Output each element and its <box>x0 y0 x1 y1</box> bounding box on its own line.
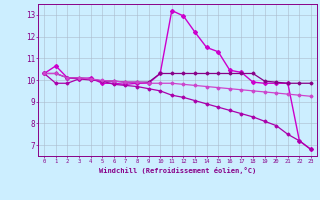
X-axis label: Windchill (Refroidissement éolien,°C): Windchill (Refroidissement éolien,°C) <box>99 167 256 174</box>
